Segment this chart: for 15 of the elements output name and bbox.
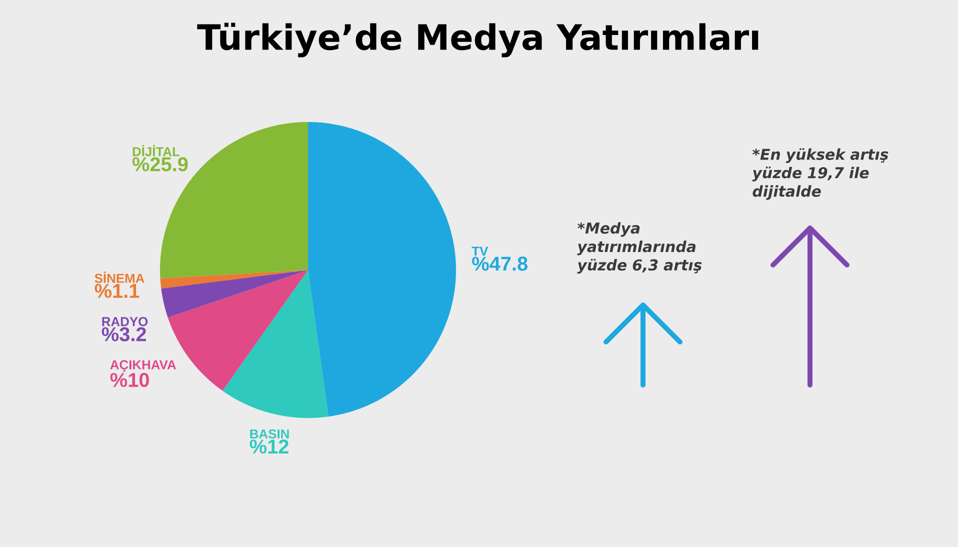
slice-label: AÇIKHAVA [110,360,176,372]
data-label: %10 [110,372,149,388]
slice-label: BASIN [250,429,289,439]
data-label: %12 [250,440,288,454]
text: *Medya yatırımlarında yüzde 6,3 artış [577,222,702,274]
chart-title: Türkiye’de Medya Yatırımları [197,22,758,58]
slice-label: SİNEMA [94,272,144,283]
data-label: %3.2 [102,327,146,342]
data-label: %47.8 [472,256,528,271]
slice-label: DİJİTAL [132,145,180,156]
text: *En yüksek artış yüzde 19,7 ile dijitalde [752,148,888,200]
data-label: %1.1 [94,284,140,298]
slice-label: TV [472,246,488,256]
data-label: %25.9 [132,157,188,172]
slice-label: RADYO [102,317,148,326]
